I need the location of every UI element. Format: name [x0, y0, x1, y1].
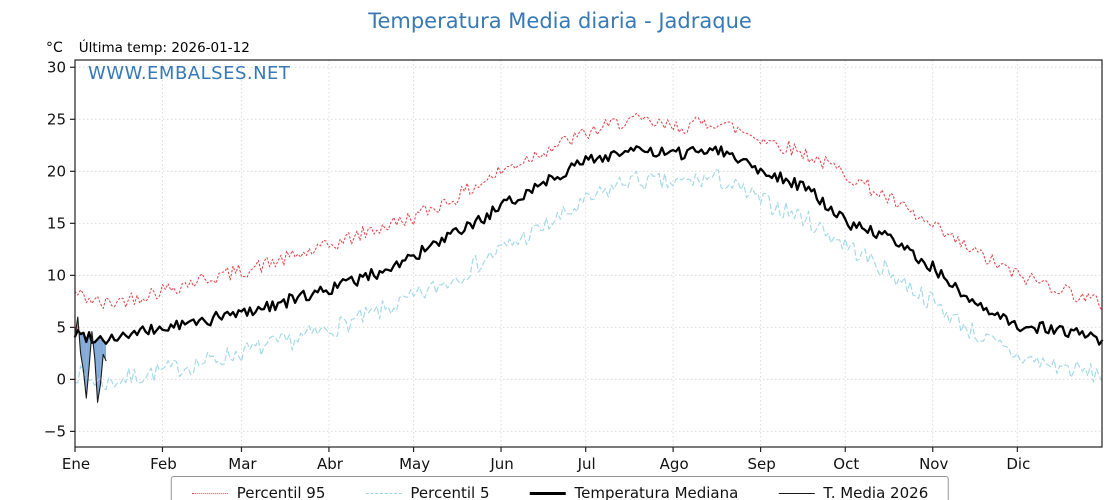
x-tick-label: Jun — [489, 455, 513, 473]
legend-label: Percentil 95 — [236, 484, 326, 500]
percentil-95-line-swatch — [191, 492, 228, 494]
percentil-5-line-swatch — [365, 492, 402, 494]
legend-item-mediana: Temperatura Mediana — [529, 484, 738, 500]
x-tick-label: Feb — [150, 455, 177, 473]
legend-item-percentil-95: Percentil 95 — [191, 484, 326, 500]
x-tick-label: Jul — [577, 455, 596, 473]
legend-label: Percentil 5 — [410, 484, 490, 500]
grid — [75, 60, 1102, 447]
y-tick-label: 10 — [47, 266, 66, 284]
series-p5 — [74, 169, 1103, 391]
x-tick-label: Oct — [833, 455, 859, 473]
series-median — [73, 145, 1104, 346]
plot-border — [74, 59, 1103, 448]
legend-label: T. Media 2026 — [823, 484, 929, 500]
x-tick-label: Ago — [660, 455, 689, 473]
x-tick-label: Ene — [62, 455, 90, 473]
y-tick-label: 0 — [56, 370, 66, 388]
x-tick-label: Dic — [1006, 455, 1030, 473]
watermark: WWW.EMBALSES.NET — [88, 63, 291, 84]
y-tick-label: 20 — [47, 162, 66, 180]
last-temp-label: Última temp: 2026-01-12 — [78, 40, 250, 56]
legend: Percentil 95 Percentil 5 Temperatura Med… — [170, 476, 950, 500]
x-tick-label: Mar — [228, 455, 257, 473]
axis-ticks — [70, 66, 1018, 452]
y-axis-unit-label: °C — [46, 40, 63, 56]
x-tick-label: Sep — [747, 455, 775, 473]
series-p95 — [74, 112, 1103, 312]
mediana-line-swatch — [529, 491, 566, 495]
y-tick-label: 25 — [47, 110, 66, 128]
page-title: Temperatura Media diaria - Jadraque — [368, 9, 752, 33]
subtitle-row: °C Última temp: 2026-01-12 — [46, 40, 250, 56]
legend-item-percentil-5: Percentil 5 — [365, 484, 489, 500]
t-media-2026-line-swatch — [778, 492, 815, 494]
t2026-anomaly-fill — [75, 316, 107, 403]
axis-tick-labels: 30 25 20 15 10 5 0 −5 Ene Feb Mar Abr May Jun Jul Ago Se… — [44, 58, 1030, 473]
y-tick-label: 5 — [56, 318, 66, 336]
series-t2026 — [74, 316, 107, 403]
legend-item-t-media-2026: T. Media 2026 — [778, 484, 928, 500]
y-tick-label: −5 — [44, 422, 66, 440]
y-tick-label: 15 — [47, 214, 66, 232]
x-tick-label: May — [399, 455, 430, 473]
y-tick-label: 30 — [47, 58, 66, 76]
legend-label: Temperatura Mediana — [574, 484, 739, 500]
x-tick-label: Nov — [919, 455, 948, 473]
x-tick-label: Abr — [317, 455, 344, 473]
